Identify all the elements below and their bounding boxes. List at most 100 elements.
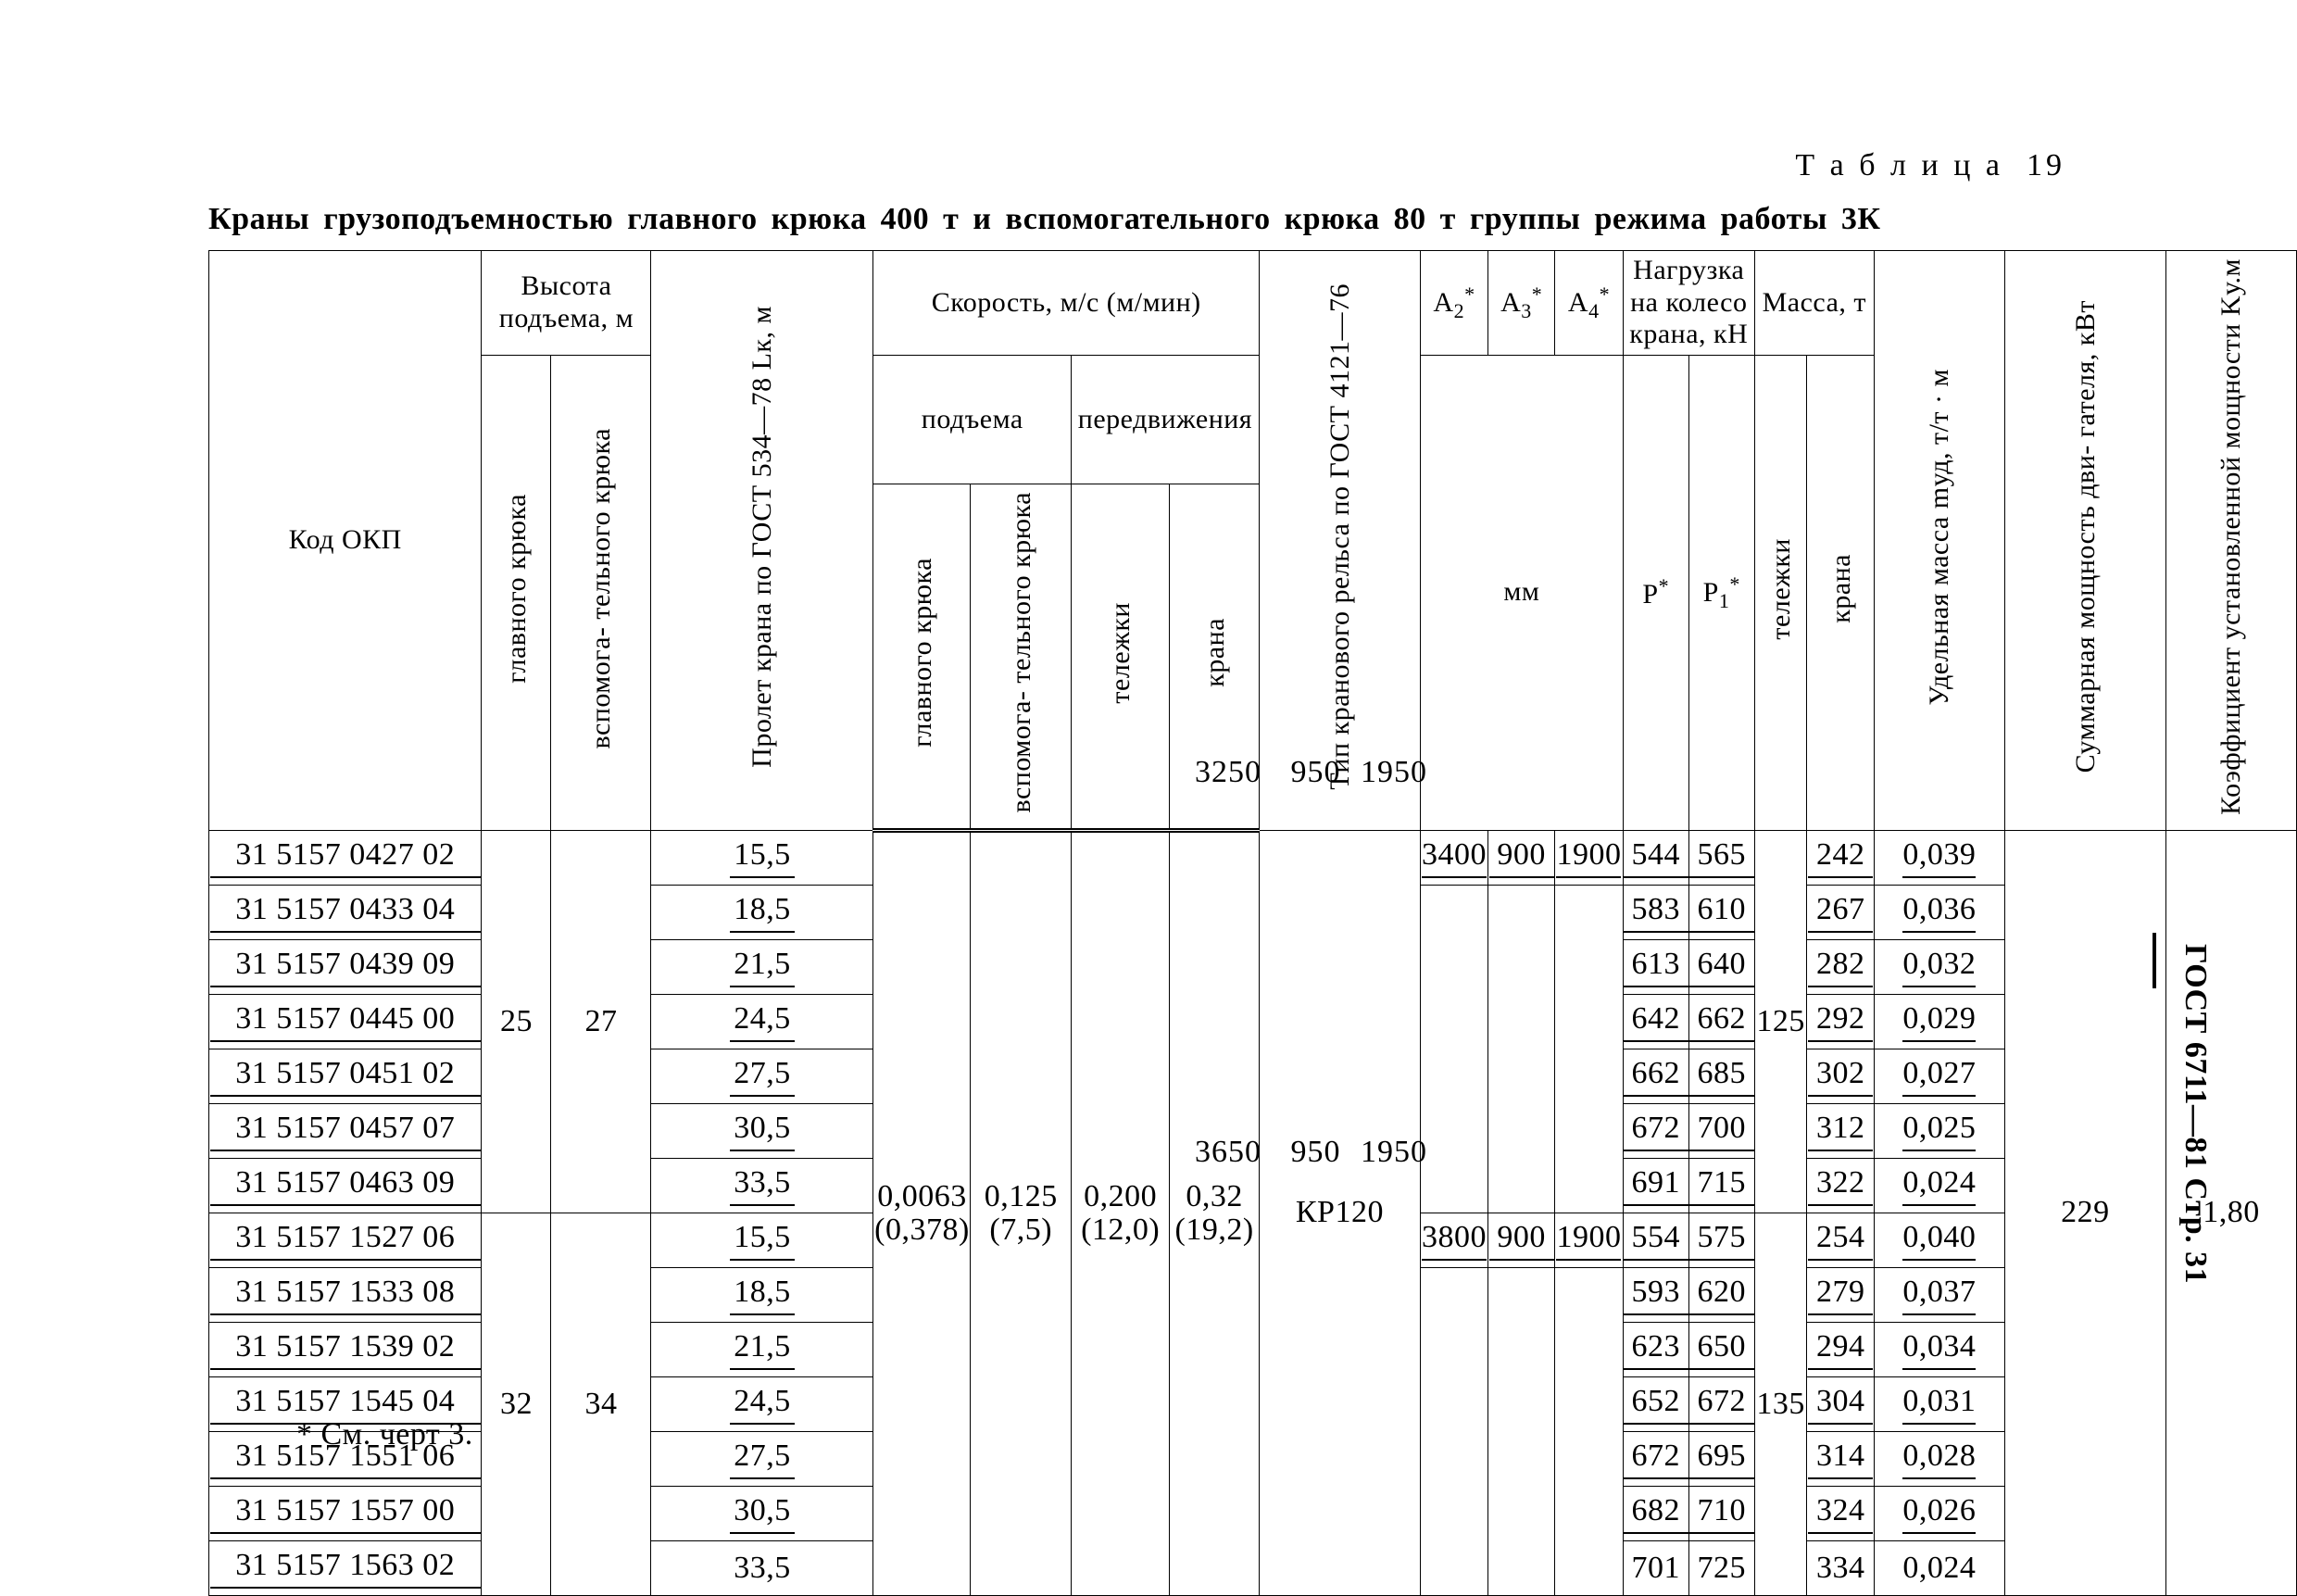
cell-p1: 610 bbox=[1689, 892, 1754, 933]
cell-p: 672 bbox=[1624, 1439, 1688, 1479]
cell-a2: 3400 bbox=[1422, 837, 1487, 878]
cell-ud: 0,039 bbox=[1902, 837, 1976, 878]
hdr-height-main: главного крюка bbox=[497, 486, 535, 691]
cell-mk: 292 bbox=[1808, 1001, 1873, 1042]
hdr-mm: мм bbox=[1498, 572, 1545, 612]
hdr-udel: Удельная масса mуд, т/т · м bbox=[1920, 361, 1958, 713]
hdr-speed-aux: вспомога- тельного крюка bbox=[1002, 484, 1040, 821]
cell-lk: 33,5 bbox=[730, 1165, 795, 1206]
cell-p1: 672 bbox=[1689, 1384, 1754, 1425]
cell-p1: 640 bbox=[1689, 947, 1754, 987]
cell-h-aux: 27 bbox=[551, 830, 651, 1213]
cell-ud: 0,034 bbox=[1902, 1329, 1976, 1370]
cell-mk: 314 bbox=[1808, 1439, 1873, 1479]
cell-lk: 24,5 bbox=[730, 1001, 795, 1042]
hdr-speed-lift: подъема bbox=[916, 400, 1029, 440]
cell-ud: 0,031 bbox=[1902, 1384, 1976, 1425]
table-body: 31 5157 0427 02 25 27 15,5 0,0063 (0,378… bbox=[209, 830, 2297, 1595]
okp-cell: 31 5157 1551 06 bbox=[210, 1439, 481, 1479]
cell-lk: 27,5 bbox=[730, 1439, 795, 1479]
cell-mk: 312 bbox=[1808, 1111, 1873, 1151]
cell-p1: 575 bbox=[1689, 1220, 1754, 1261]
okp-cell: 31 5157 0427 02 bbox=[210, 837, 481, 878]
hdr-p: P* bbox=[1637, 571, 1675, 615]
cell-p1: 565 bbox=[1689, 837, 1754, 878]
cell-mk: 282 bbox=[1808, 947, 1873, 987]
okp-cell: 31 5157 1527 06 bbox=[210, 1220, 481, 1261]
cell-lk: 15,5 bbox=[730, 837, 795, 878]
cell-ud: 0,024 bbox=[1874, 1540, 2004, 1595]
okp-cell: 31 5157 1563 02 bbox=[210, 1548, 481, 1589]
cell-h-aux: 34 bbox=[551, 1213, 651, 1595]
cell-mk: 322 bbox=[1808, 1165, 1873, 1206]
hdr-okp: Код ОКП bbox=[283, 521, 408, 560]
cell-p: 672 bbox=[1624, 1111, 1688, 1151]
cell-p: 662 bbox=[1624, 1056, 1688, 1097]
cell-mk: 324 bbox=[1808, 1493, 1873, 1534]
table-number: Т а б л и ц а 19 bbox=[1795, 148, 2065, 183]
cell-p: 544 bbox=[1624, 837, 1688, 878]
hdr-mass-group: Масса, т bbox=[1757, 283, 1872, 323]
hdr-span-lk: Пролет крана по ГОСТ 534—78 Lк, м bbox=[743, 298, 781, 775]
cell-a2: 3800 bbox=[1422, 1220, 1487, 1261]
cell-lk: 21,5 bbox=[730, 1329, 795, 1370]
cell-h-main: 25 bbox=[482, 830, 551, 1213]
cell-a4: 1900 bbox=[1556, 837, 1621, 878]
cell-ud: 0,037 bbox=[1902, 1275, 1976, 1315]
cell-speed-trolley: 0,200 (12,0) bbox=[1072, 830, 1170, 1595]
cell-mk: 242 bbox=[1808, 837, 1873, 878]
cell-ud: 0,029 bbox=[1902, 1001, 1976, 1042]
cell-p1: 715 bbox=[1689, 1165, 1754, 1206]
hdr-height-aux: вспомога- тельного крюка bbox=[582, 421, 620, 757]
hdr-height-group: Высота подъема, м bbox=[482, 267, 650, 338]
table-row: 31 5157 0427 02 25 27 15,5 0,0063 (0,378… bbox=[209, 830, 2297, 885]
cell-a3: 900 bbox=[1489, 1220, 1554, 1261]
cell-lk: 21,5 bbox=[730, 947, 795, 987]
cell-p: 613 bbox=[1624, 947, 1688, 987]
table-head: Код ОКП Высота подъема, м Пролет крана п… bbox=[209, 251, 2297, 831]
hdr-p1: P1* bbox=[1698, 569, 1746, 616]
cell-ud: 0,026 bbox=[1902, 1493, 1976, 1534]
cell-p1: 695 bbox=[1689, 1439, 1754, 1479]
cell-lk: 27,5 bbox=[730, 1056, 795, 1097]
hdr-a4: A4* bbox=[1563, 279, 1615, 326]
cell-lk: 18,5 bbox=[730, 892, 795, 933]
cell-ud: 0,036 bbox=[1902, 892, 1976, 933]
cell-p1: 650 bbox=[1689, 1329, 1754, 1370]
okp-cell: 31 5157 0445 00 bbox=[210, 1001, 481, 1042]
a-block-g2-2: 3650 950 1950 bbox=[1186, 1135, 1427, 1170]
cell-p: 623 bbox=[1624, 1329, 1688, 1370]
cell-lk: 18,5 bbox=[730, 1275, 795, 1315]
hdr-speed-trolley: тележки bbox=[1101, 595, 1139, 711]
crane-table: Код ОКП Высота подъема, м Пролет крана п… bbox=[208, 250, 2297, 1596]
cell-p: 691 bbox=[1624, 1165, 1688, 1206]
cell-p: 701 bbox=[1623, 1540, 1688, 1595]
table-caption: Краны грузоподъемностью главного крюка 4… bbox=[208, 202, 1881, 237]
cell-ud: 0,028 bbox=[1902, 1439, 1976, 1479]
cell-lk: 24,5 bbox=[730, 1384, 795, 1425]
okp-cell: 31 5157 1539 02 bbox=[210, 1329, 481, 1370]
hdr-wheel-load: Нагрузка на колесо крана, кН bbox=[1624, 251, 1754, 355]
cell-p1: 710 bbox=[1689, 1493, 1754, 1534]
okp-cell: 31 5157 1545 04 bbox=[210, 1384, 481, 1425]
cell-p1: 725 bbox=[1688, 1540, 1754, 1595]
cell-lk: 30,5 bbox=[730, 1493, 795, 1534]
hdr-mass-trolley: тележки bbox=[1762, 531, 1800, 647]
cell-mk: 304 bbox=[1808, 1384, 1873, 1425]
cell-lk: 33,5 bbox=[651, 1540, 873, 1595]
okp-cell: 31 5157 1533 08 bbox=[210, 1275, 481, 1315]
cell-p1: 662 bbox=[1689, 1001, 1754, 1042]
cell-mk: 302 bbox=[1808, 1056, 1873, 1097]
hdr-power: Суммарная мощность дви- гателя, кВт bbox=[2066, 293, 2104, 780]
cell-p: 593 bbox=[1624, 1275, 1688, 1315]
cell-h-main: 32 bbox=[482, 1213, 551, 1595]
hdr-a2: A2* bbox=[1427, 279, 1480, 326]
cell-p: 682 bbox=[1624, 1493, 1688, 1534]
cell-ud: 0,032 bbox=[1902, 947, 1976, 987]
cell-p: 583 bbox=[1624, 892, 1688, 933]
okp-cell: 31 5157 0439 09 bbox=[210, 947, 481, 987]
okp-cell: 31 5157 0433 04 bbox=[210, 892, 481, 933]
cell-a4: 1900 bbox=[1556, 1220, 1621, 1261]
cell-ud: 0,040 bbox=[1902, 1220, 1976, 1261]
cell-mass-trolley: 125 bbox=[1754, 830, 1807, 1213]
